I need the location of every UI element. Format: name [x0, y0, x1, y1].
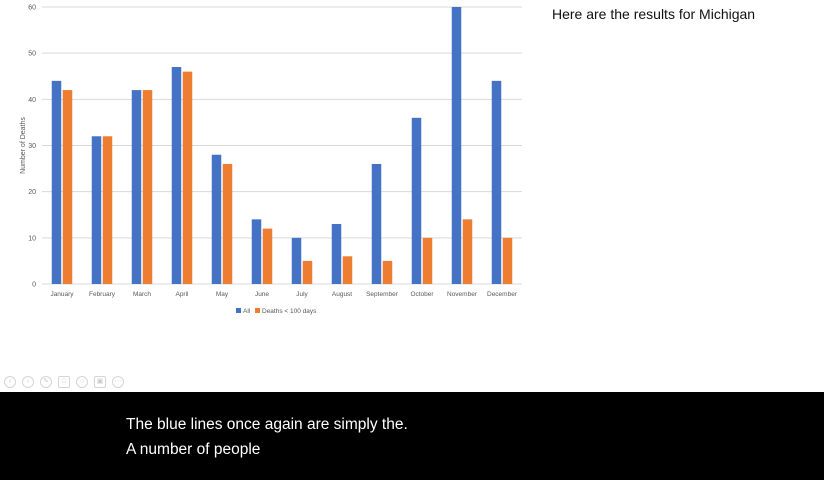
- bar-all-march: [131, 90, 142, 284]
- bar-deaths-lt-100-march: [142, 90, 153, 284]
- x-tick-label: May: [216, 291, 229, 298]
- x-tick-label: November: [447, 291, 478, 298]
- subtitles-icon[interactable]: ▣: [94, 376, 106, 388]
- caption-line-2: A number of people: [126, 441, 261, 458]
- slide-text: Here are the results for Michigan: [552, 6, 756, 22]
- y-tick-label: 50: [28, 51, 36, 58]
- caption-bar: The blue lines once again are simply the…: [0, 392, 824, 480]
- x-tick-label: February: [89, 291, 116, 298]
- y-tick-label: 60: [28, 5, 36, 12]
- more-icon[interactable]: ⋯: [112, 376, 124, 388]
- bar-chart: 0 10 20 30 40 50 60 Number of Deaths January Febr…: [20, 5, 522, 315]
- bar-all-april: [171, 67, 182, 285]
- y-tick-label: 0: [32, 282, 36, 289]
- y-tick-label: 20: [28, 189, 36, 196]
- slide-canvas: 0 10 20 30 40 50 60 Number of Deaths January Febr…: [4, 4, 756, 388]
- x-tick-label: March: [133, 291, 151, 298]
- x-tick-label: January: [50, 291, 74, 298]
- legend-label: All: [243, 308, 251, 315]
- bar-deaths-lt-100-november: [462, 219, 473, 284]
- bar-all-february: [91, 136, 102, 284]
- bar-all-october: [411, 117, 422, 284]
- arrow-right-icon[interactable]: ›: [22, 376, 34, 388]
- bar-deaths-lt-100-july: [302, 260, 313, 284]
- x-tick-label: December: [487, 291, 518, 298]
- bar-all-august: [331, 223, 342, 284]
- bar-all-december: [491, 80, 502, 284]
- bar-deaths-lt-100-june: [262, 228, 273, 284]
- bar-deaths-lt-100-february: [102, 136, 113, 284]
- bar-deaths-lt-100-april: [182, 71, 193, 284]
- legend-swatch: [255, 308, 260, 313]
- bar-all-may: [211, 154, 222, 284]
- presentation-toolbar: ‹ › ✎ □ ○ ▣ ⋯: [4, 376, 124, 388]
- bar-all-november: [451, 7, 462, 284]
- bar-deaths-lt-100-december: [502, 237, 513, 284]
- bar-deaths-lt-100-may: [222, 163, 233, 284]
- bar-deaths-lt-100-january: [62, 90, 73, 284]
- y-axis-label: Number of Deaths: [20, 117, 27, 174]
- bar-all-january: [51, 80, 62, 284]
- legend-swatch: [236, 308, 241, 313]
- caption-line-1: The blue lines once again are simply the…: [126, 416, 408, 433]
- bar-deaths-lt-100-october: [422, 237, 433, 284]
- bar-deaths-lt-100-august: [342, 256, 353, 284]
- arrow-left-icon[interactable]: ‹: [4, 376, 16, 388]
- bar-all-july: [291, 237, 302, 284]
- x-tick-label: September: [366, 291, 399, 298]
- y-tick-label: 10: [28, 235, 36, 242]
- x-tick-label: October: [410, 291, 434, 298]
- pen-icon[interactable]: ✎: [40, 376, 52, 388]
- y-tick-label: 40: [28, 97, 36, 104]
- x-tick-label: June: [255, 291, 269, 298]
- x-tick-label: July: [296, 291, 308, 298]
- bar-deaths-lt-100-september: [382, 260, 393, 284]
- x-tick-label: April: [175, 291, 189, 298]
- zoom-icon[interactable]: ○: [76, 376, 88, 388]
- bar-all-june: [251, 219, 262, 284]
- copy-icon[interactable]: □: [58, 376, 70, 388]
- legend-label: Deaths < 100 days: [262, 308, 317, 315]
- y-tick-label: 30: [28, 143, 36, 150]
- bar-all-september: [371, 163, 382, 284]
- x-tick-label: August: [332, 291, 352, 298]
